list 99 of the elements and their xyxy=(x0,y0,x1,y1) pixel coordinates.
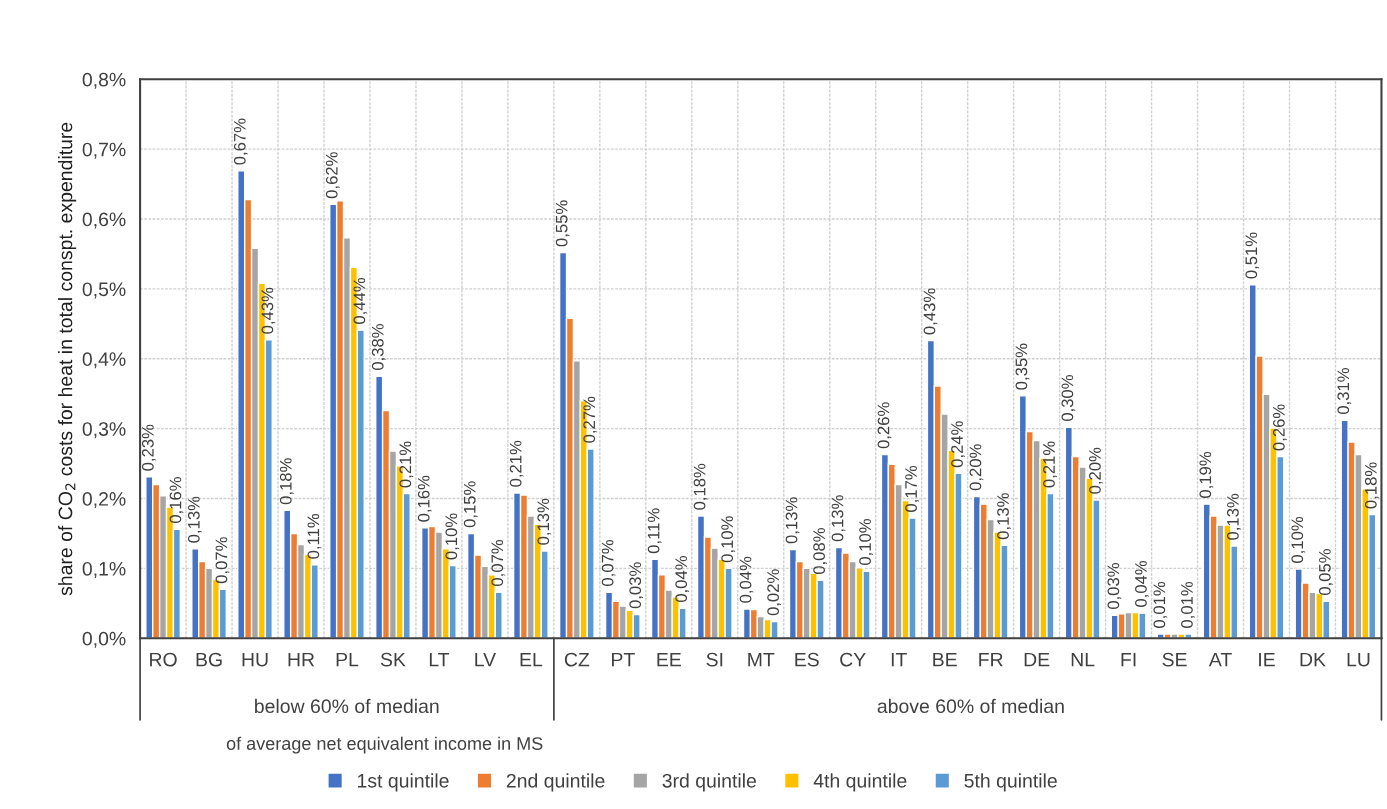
y-tick-label: 0,0% xyxy=(82,631,126,648)
data-label: 0,13% xyxy=(997,493,1011,540)
data-label: 0,05% xyxy=(1318,549,1333,596)
data-label: 0,07% xyxy=(491,539,506,586)
x-tick-label: HR xyxy=(288,652,315,667)
data-label: 0,03% xyxy=(629,562,644,609)
x-tick-label: NL xyxy=(1071,652,1095,667)
x-tick-label: LU xyxy=(1347,652,1370,667)
data-label: 0,20% xyxy=(1089,447,1103,494)
data-label: 0,26% xyxy=(1272,404,1287,451)
x-tick-label: EE xyxy=(657,652,681,667)
data-label: 0,01% xyxy=(1153,581,1168,628)
x-tick-label: DE xyxy=(1024,652,1050,667)
x-tick-label: BE xyxy=(933,652,957,667)
data-label: 0,21% xyxy=(1043,441,1057,488)
data-label: 0,17% xyxy=(905,465,919,512)
data-label: 0,04% xyxy=(1135,560,1149,607)
data-label: 0,23% xyxy=(141,424,156,471)
data-label: 0,02% xyxy=(767,569,782,616)
x-tick-label: EL xyxy=(520,652,543,667)
y-tick-label: 0,3% xyxy=(82,422,126,439)
x-tick-label: SK xyxy=(380,652,406,667)
x-tick-label: FI xyxy=(1121,652,1136,667)
x-tick-label: RO xyxy=(150,652,177,667)
x-tick-label: SE xyxy=(1162,652,1187,667)
x-tick-label: CY xyxy=(840,652,866,667)
data-label: 0,04% xyxy=(675,556,690,603)
x-tick-label: LT xyxy=(429,652,450,667)
y-tick-label: 0,2% xyxy=(82,492,126,509)
data-label: 0,18% xyxy=(279,458,294,505)
text: below 60% of median xyxy=(255,698,439,714)
y-tick-label: 0,8% xyxy=(82,72,126,89)
data-label: 0,55% xyxy=(555,200,570,247)
x-tick-label: PT xyxy=(612,652,635,667)
data-label: 0,01% xyxy=(1181,581,1195,628)
data-label: 0,67% xyxy=(233,118,248,165)
legend-label: 4th quintile xyxy=(813,773,907,792)
data-label: 0,43% xyxy=(923,288,938,335)
y-axis-title: share of CO$_{2}$ costs for heat in total conspt. expenditure xyxy=(58,122,77,596)
x-tick-label: IE xyxy=(1259,652,1275,667)
data-label: 0,07% xyxy=(601,539,616,586)
data-label: 0,44% xyxy=(353,277,368,324)
data-label: 0,24% xyxy=(951,421,965,468)
x-tick-label: BG xyxy=(196,652,222,667)
data-label: 0,13% xyxy=(537,498,552,545)
data-label: 0,30% xyxy=(1061,375,1076,422)
data-label: 0,04% xyxy=(739,556,754,603)
data-label: 0,19% xyxy=(1199,451,1214,498)
data-label: 0,18% xyxy=(693,463,708,510)
x-tick-label: SI xyxy=(706,652,723,667)
data-label: 0,13% xyxy=(831,495,846,542)
data-label: 0,18% xyxy=(1364,462,1379,509)
legend-label: 3rd quintile xyxy=(662,773,756,792)
x-tick-label: IT xyxy=(891,652,907,667)
data-label: 0,13% xyxy=(187,496,202,543)
x-tick-label: FR xyxy=(979,652,1003,667)
data-label: 0,51% xyxy=(1245,232,1260,279)
data-label: 0,10% xyxy=(721,516,736,563)
x-tick-label: MT xyxy=(748,652,775,667)
legend-label: 5th quintile xyxy=(964,773,1057,792)
x-tick-label: LV xyxy=(475,652,496,667)
data-label: 0,03% xyxy=(1107,563,1122,610)
data-label: 0,10% xyxy=(445,513,460,560)
x-tick-label: ES xyxy=(795,652,819,667)
y-tick-label: 0,4% xyxy=(82,352,126,369)
data-label: 0,31% xyxy=(1337,368,1352,415)
text: above 60% of median xyxy=(877,698,1064,714)
data-label: 0,15% xyxy=(463,481,478,528)
data-label: 0,27% xyxy=(583,396,598,443)
data-label: 0,21% xyxy=(509,440,524,487)
data-label: 0,20% xyxy=(969,444,984,491)
data-label: 0,13% xyxy=(785,497,800,544)
y-tick-label: 0,6% xyxy=(82,212,126,229)
legend-label: 1st quintile xyxy=(358,773,449,792)
data-label: 0,13% xyxy=(1227,493,1241,540)
y-tick-label: 0,7% xyxy=(82,142,126,159)
text: of average net equivalent income in MS xyxy=(226,736,543,754)
data-label: 0,43% xyxy=(261,287,276,334)
x-tick-label: HU xyxy=(242,652,268,667)
data-label: 0,10% xyxy=(1291,516,1306,563)
x-tick-label: DK xyxy=(1300,652,1326,667)
data-label: 0,07% xyxy=(215,537,230,584)
data-label: 0,21% xyxy=(399,441,414,488)
x-tick-label: AT xyxy=(1208,652,1232,667)
data-label: 0,10% xyxy=(859,519,873,566)
data-label: 0,11% xyxy=(307,513,322,559)
data-label: 0,35% xyxy=(1015,343,1030,390)
data-label: 0,11% xyxy=(647,508,662,554)
y-tick-label: 0,5% xyxy=(82,282,126,299)
data-label: 0,08% xyxy=(813,528,827,575)
x-tick-label: CZ xyxy=(564,652,590,667)
data-label: 0,62% xyxy=(325,152,340,199)
data-label: 0,16% xyxy=(169,477,184,524)
data-label: 0,38% xyxy=(371,324,386,371)
y-tick-label: 0,1% xyxy=(82,561,126,578)
data-label: 0,26% xyxy=(877,402,892,449)
data-label: 0,16% xyxy=(417,475,432,522)
legend-label: 2nd quintile xyxy=(506,773,605,792)
x-tick-label: PL xyxy=(336,652,359,667)
